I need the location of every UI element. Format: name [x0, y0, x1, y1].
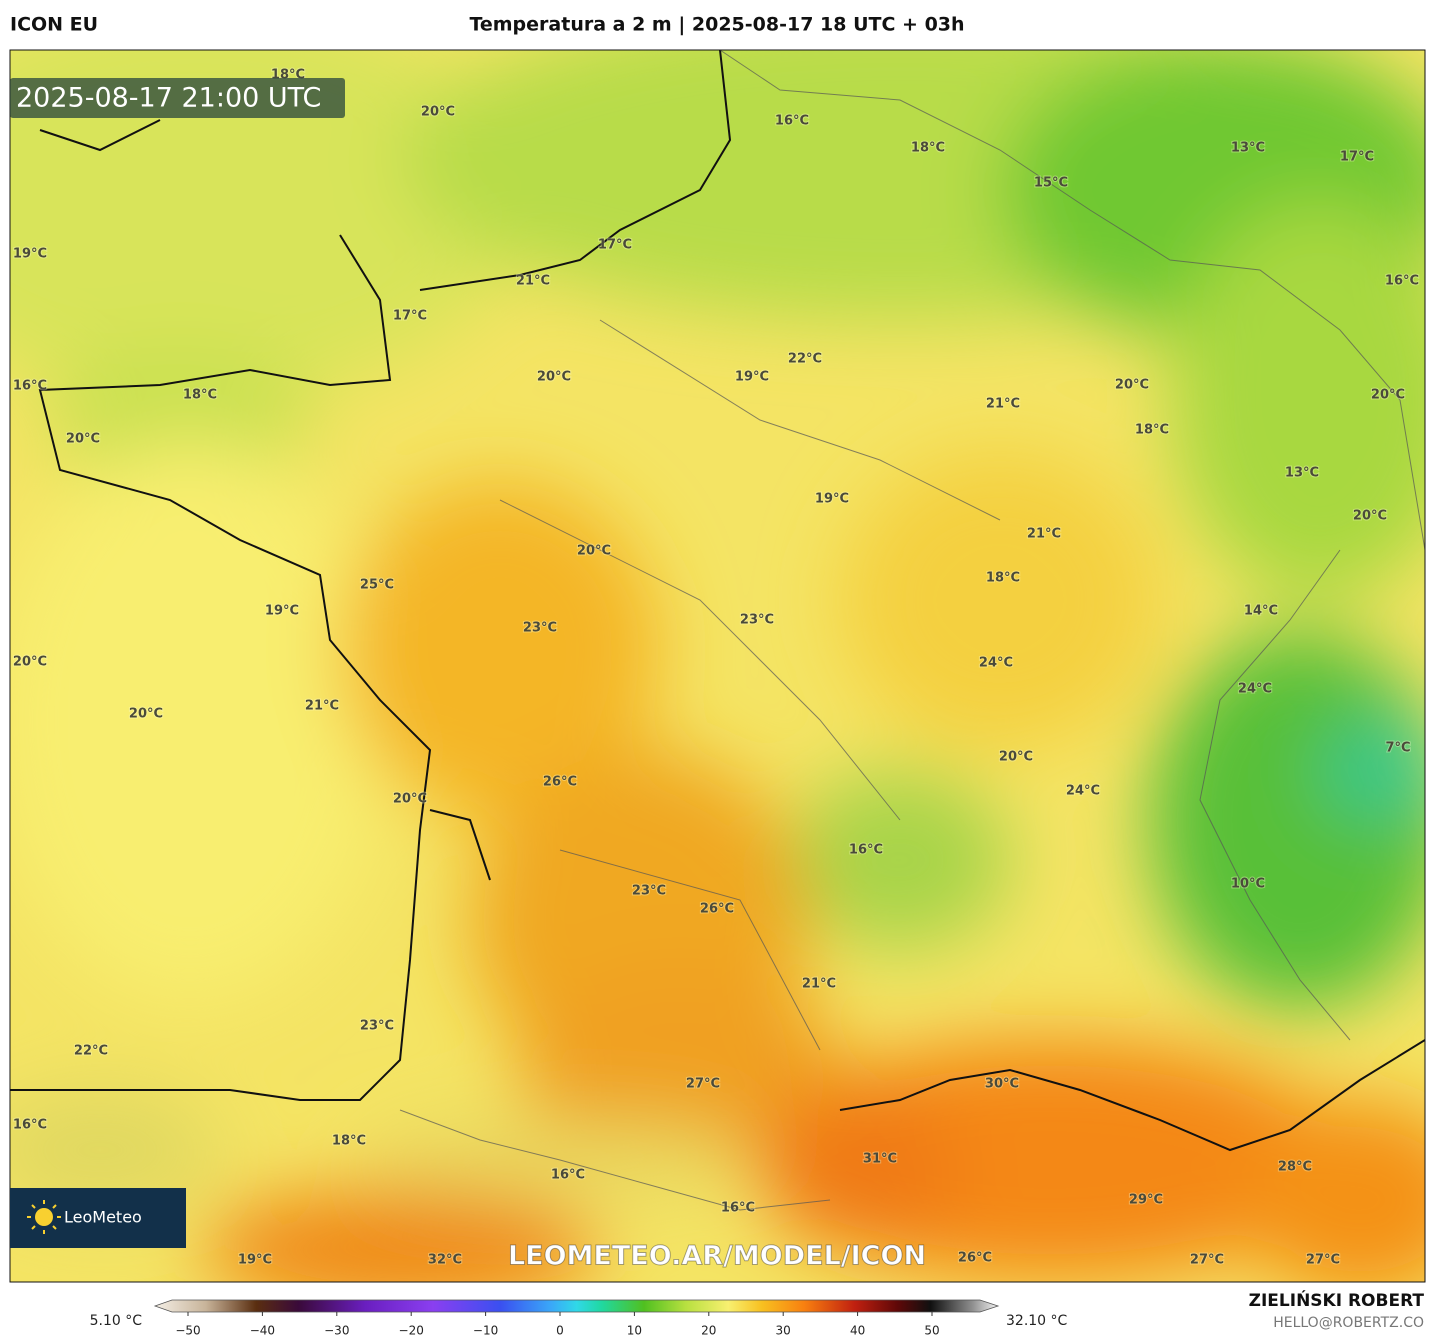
- temperature-label: 20°C: [537, 370, 571, 385]
- temperature-label: 19°C: [13, 247, 47, 262]
- temperature-label: 18°C: [911, 141, 945, 156]
- temperature-label: 19°C: [265, 604, 299, 619]
- temperature-label: 7°C: [1385, 741, 1410, 756]
- temperature-label: 30°C: [985, 1077, 1019, 1092]
- temperature-label: 21°C: [1027, 527, 1061, 542]
- temperature-label: 17°C: [1340, 150, 1374, 165]
- temperature-label: 23°C: [740, 613, 774, 628]
- logo-sun: [35, 1208, 53, 1226]
- logo-rays: [27, 1200, 61, 1234]
- temperature-label: 24°C: [979, 656, 1013, 671]
- colorbar-tick-label: −10: [473, 1324, 498, 1338]
- temperature-label: 23°C: [360, 1019, 394, 1034]
- min-value: 5.10 °C: [90, 1313, 143, 1329]
- temperature-label: 27°C: [686, 1077, 720, 1092]
- temperature-label: 20°C: [1353, 509, 1387, 524]
- temperature-label: 20°C: [1115, 378, 1149, 393]
- temperature-label: 26°C: [700, 902, 734, 917]
- temperature-label: 29°C: [1129, 1193, 1163, 1208]
- temperature-label: 27°C: [1306, 1253, 1340, 1268]
- temperature-label: 16°C: [13, 379, 47, 394]
- colorbar-tick-label: −50: [175, 1324, 200, 1338]
- temperature-label: 21°C: [802, 977, 836, 992]
- temperature-label: 18°C: [1135, 423, 1169, 438]
- temperature-label: 16°C: [721, 1201, 755, 1216]
- temperature-labels: 18°C 20°C 16°C 18°C 13°C 17°C 15°C 19°C 17°C 21°C…: [12, 67, 1420, 1269]
- temperature-label: 16°C: [1385, 274, 1419, 289]
- model-name: ICON EU: [10, 14, 98, 36]
- temperature-label: 20°C: [1371, 388, 1405, 403]
- colorbar-tick-label: 50: [924, 1324, 939, 1338]
- temperature-label: 16°C: [13, 1118, 47, 1133]
- logo-text: LeoMeteo: [64, 1208, 142, 1227]
- colorbar-tick-label: 0: [556, 1324, 564, 1338]
- timestamp: 2025-08-17 21:00 UTC: [16, 83, 321, 114]
- temperature-label: 23°C: [523, 621, 557, 636]
- temperature-label: 20°C: [66, 432, 100, 447]
- colorbar-tick-label: −40: [250, 1324, 275, 1338]
- temperature-label: 16°C: [849, 843, 883, 858]
- temperature-label: 28°C: [1278, 1160, 1312, 1175]
- temperature-label: 21°C: [516, 274, 550, 289]
- temperature-label: 16°C: [775, 114, 809, 129]
- colorbar-tick-label: 40: [850, 1324, 865, 1338]
- colorbar-tick-label: −30: [324, 1324, 349, 1338]
- temperature-label: 18°C: [183, 388, 217, 403]
- temperature-label: 20°C: [393, 792, 427, 807]
- temperature-label: 19°C: [815, 492, 849, 507]
- temperature-label: 22°C: [788, 352, 822, 367]
- colorbar-tick-label: 20: [701, 1324, 716, 1338]
- colorbar: −50 −40 −30 −20 −10 0 10 20 30 40 50: [153, 1299, 1000, 1338]
- temperature-label: 23°C: [632, 884, 666, 899]
- map-title: Temperatura a 2 m | 2025-08-17 18 UTC + …: [469, 14, 964, 36]
- temperature-label: 26°C: [958, 1251, 992, 1266]
- colorbar-tick-label: 30: [776, 1324, 791, 1338]
- max-value: 32.10 °C: [1006, 1313, 1068, 1329]
- temperature-label: 21°C: [305, 699, 339, 714]
- temperature-label: 10°C: [1231, 877, 1265, 892]
- temperature-label: 20°C: [129, 707, 163, 722]
- temperature-label: 22°C: [74, 1044, 108, 1059]
- colorbar-tick-label: 10: [627, 1324, 642, 1338]
- temperature-label: 20°C: [577, 544, 611, 559]
- temperature-label: 24°C: [1066, 784, 1100, 799]
- temperature-label: 13°C: [1231, 141, 1265, 156]
- temperature-label: 18°C: [332, 1134, 366, 1149]
- temperature-label: 19°C: [735, 370, 769, 385]
- temperature-label: 27°C: [1190, 1253, 1224, 1268]
- temperature-label: 17°C: [598, 238, 632, 253]
- temperature-label: 26°C: [543, 775, 577, 790]
- author: ZIELIŃSKI ROBERT: [1249, 1289, 1425, 1311]
- colorbar-tick-label: −20: [399, 1324, 424, 1338]
- colorbar-ramp: [153, 1299, 1000, 1313]
- temperature-label: 14°C: [1244, 604, 1278, 619]
- temperature-label: 17°C: [393, 309, 427, 324]
- temperature-label: 25°C: [360, 578, 394, 593]
- temperature-label: 31°C: [863, 1152, 897, 1167]
- temperature-label: 18°C: [986, 571, 1020, 586]
- map-frame: [9, 49, 1426, 1283]
- temperature-label: 16°C: [551, 1168, 585, 1183]
- temperature-label: 20°C: [999, 750, 1033, 765]
- temperature-label: 19°C: [238, 1253, 272, 1268]
- temperature-label: 21°C: [986, 397, 1020, 412]
- temperature-field: [10, 50, 1425, 1282]
- temperature-label: 13°C: [1285, 466, 1319, 481]
- temperature-label: 20°C: [13, 655, 47, 670]
- temperature-label: 24°C: [1238, 682, 1272, 697]
- watermark: LEOMETEO.AR/MODEL/ICON: [508, 1241, 926, 1272]
- temperature-label: 32°C: [428, 1253, 462, 1268]
- temperature-label: 15°C: [1034, 176, 1068, 191]
- temperature-label: 20°C: [421, 105, 455, 120]
- timestamp-box: [10, 78, 345, 118]
- author-email: HELLO@ROBERTZ.CO: [1273, 1315, 1424, 1331]
